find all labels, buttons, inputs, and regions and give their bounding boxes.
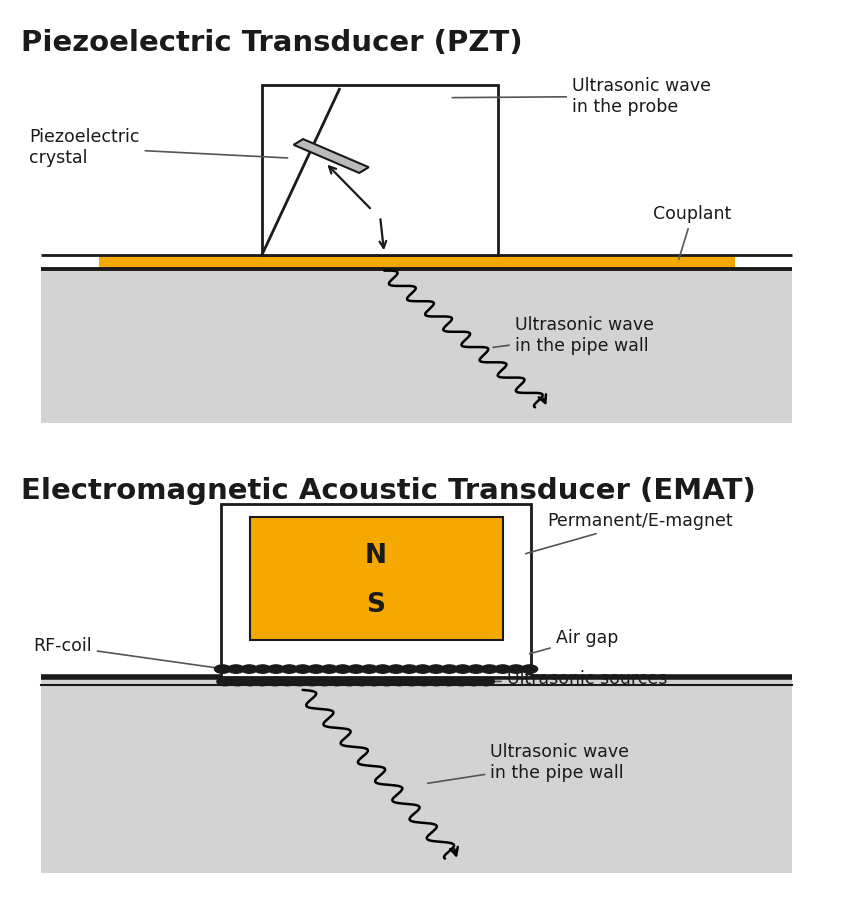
Bar bbox=[99, 255, 735, 268]
Circle shape bbox=[321, 665, 337, 673]
Circle shape bbox=[428, 678, 445, 686]
Circle shape bbox=[241, 665, 258, 673]
Circle shape bbox=[466, 678, 482, 686]
Circle shape bbox=[366, 678, 383, 686]
Circle shape bbox=[228, 665, 244, 673]
Circle shape bbox=[455, 665, 471, 673]
Circle shape bbox=[335, 665, 351, 673]
Circle shape bbox=[279, 678, 296, 686]
Circle shape bbox=[241, 678, 258, 686]
Circle shape bbox=[391, 678, 407, 686]
Circle shape bbox=[304, 678, 320, 686]
Circle shape bbox=[416, 678, 432, 686]
Text: Ultrasonic wave
in the pipe wall: Ultrasonic wave in the pipe wall bbox=[493, 316, 654, 354]
Circle shape bbox=[354, 678, 370, 686]
Bar bbox=[262, 85, 498, 255]
Bar bbox=[42, 268, 792, 423]
Circle shape bbox=[478, 678, 495, 686]
Circle shape bbox=[292, 678, 308, 686]
Circle shape bbox=[481, 665, 497, 673]
Circle shape bbox=[453, 678, 469, 686]
Text: S: S bbox=[366, 593, 386, 619]
Circle shape bbox=[388, 665, 405, 673]
Circle shape bbox=[508, 665, 524, 673]
Bar bbox=[221, 505, 531, 678]
Text: Couplant: Couplant bbox=[654, 206, 732, 259]
Circle shape bbox=[521, 665, 537, 673]
Circle shape bbox=[401, 665, 417, 673]
Polygon shape bbox=[293, 140, 369, 173]
Circle shape bbox=[217, 678, 233, 686]
Circle shape bbox=[214, 665, 231, 673]
Circle shape bbox=[341, 678, 358, 686]
Text: Air gap: Air gap bbox=[530, 629, 618, 654]
Circle shape bbox=[495, 665, 511, 673]
Circle shape bbox=[415, 665, 431, 673]
Circle shape bbox=[348, 665, 364, 673]
Circle shape bbox=[254, 678, 270, 686]
Circle shape bbox=[441, 678, 457, 686]
Circle shape bbox=[404, 678, 420, 686]
Text: Piezoelectric
crystal: Piezoelectric crystal bbox=[29, 129, 287, 167]
Text: Permanent/E-magnet: Permanent/E-magnet bbox=[525, 512, 733, 554]
Circle shape bbox=[294, 665, 311, 673]
Circle shape bbox=[254, 665, 271, 673]
Circle shape bbox=[329, 678, 345, 686]
Text: Ultrasonic wave
in the pipe wall: Ultrasonic wave in the pipe wall bbox=[428, 744, 629, 784]
Circle shape bbox=[308, 665, 324, 673]
Text: Electromagnetic Acoustic Transducer (EMAT): Electromagnetic Acoustic Transducer (EMA… bbox=[21, 477, 756, 506]
Circle shape bbox=[375, 665, 391, 673]
Circle shape bbox=[378, 678, 395, 686]
Circle shape bbox=[268, 665, 284, 673]
Circle shape bbox=[267, 678, 283, 686]
Text: Ultrasonic sources: Ultrasonic sources bbox=[493, 670, 667, 689]
Circle shape bbox=[441, 665, 457, 673]
Text: Ultrasonic wave
in the probe: Ultrasonic wave in the probe bbox=[452, 77, 711, 116]
Text: RF-coil: RF-coil bbox=[33, 637, 223, 669]
Text: N: N bbox=[365, 544, 387, 569]
Bar bbox=[250, 517, 502, 640]
Circle shape bbox=[428, 665, 445, 673]
Circle shape bbox=[468, 665, 484, 673]
Circle shape bbox=[230, 678, 246, 686]
Bar bbox=[42, 678, 792, 873]
Circle shape bbox=[281, 665, 298, 673]
Circle shape bbox=[361, 665, 377, 673]
Circle shape bbox=[316, 678, 332, 686]
Text: Piezoelectric Transducer (PZT): Piezoelectric Transducer (PZT) bbox=[21, 29, 523, 57]
